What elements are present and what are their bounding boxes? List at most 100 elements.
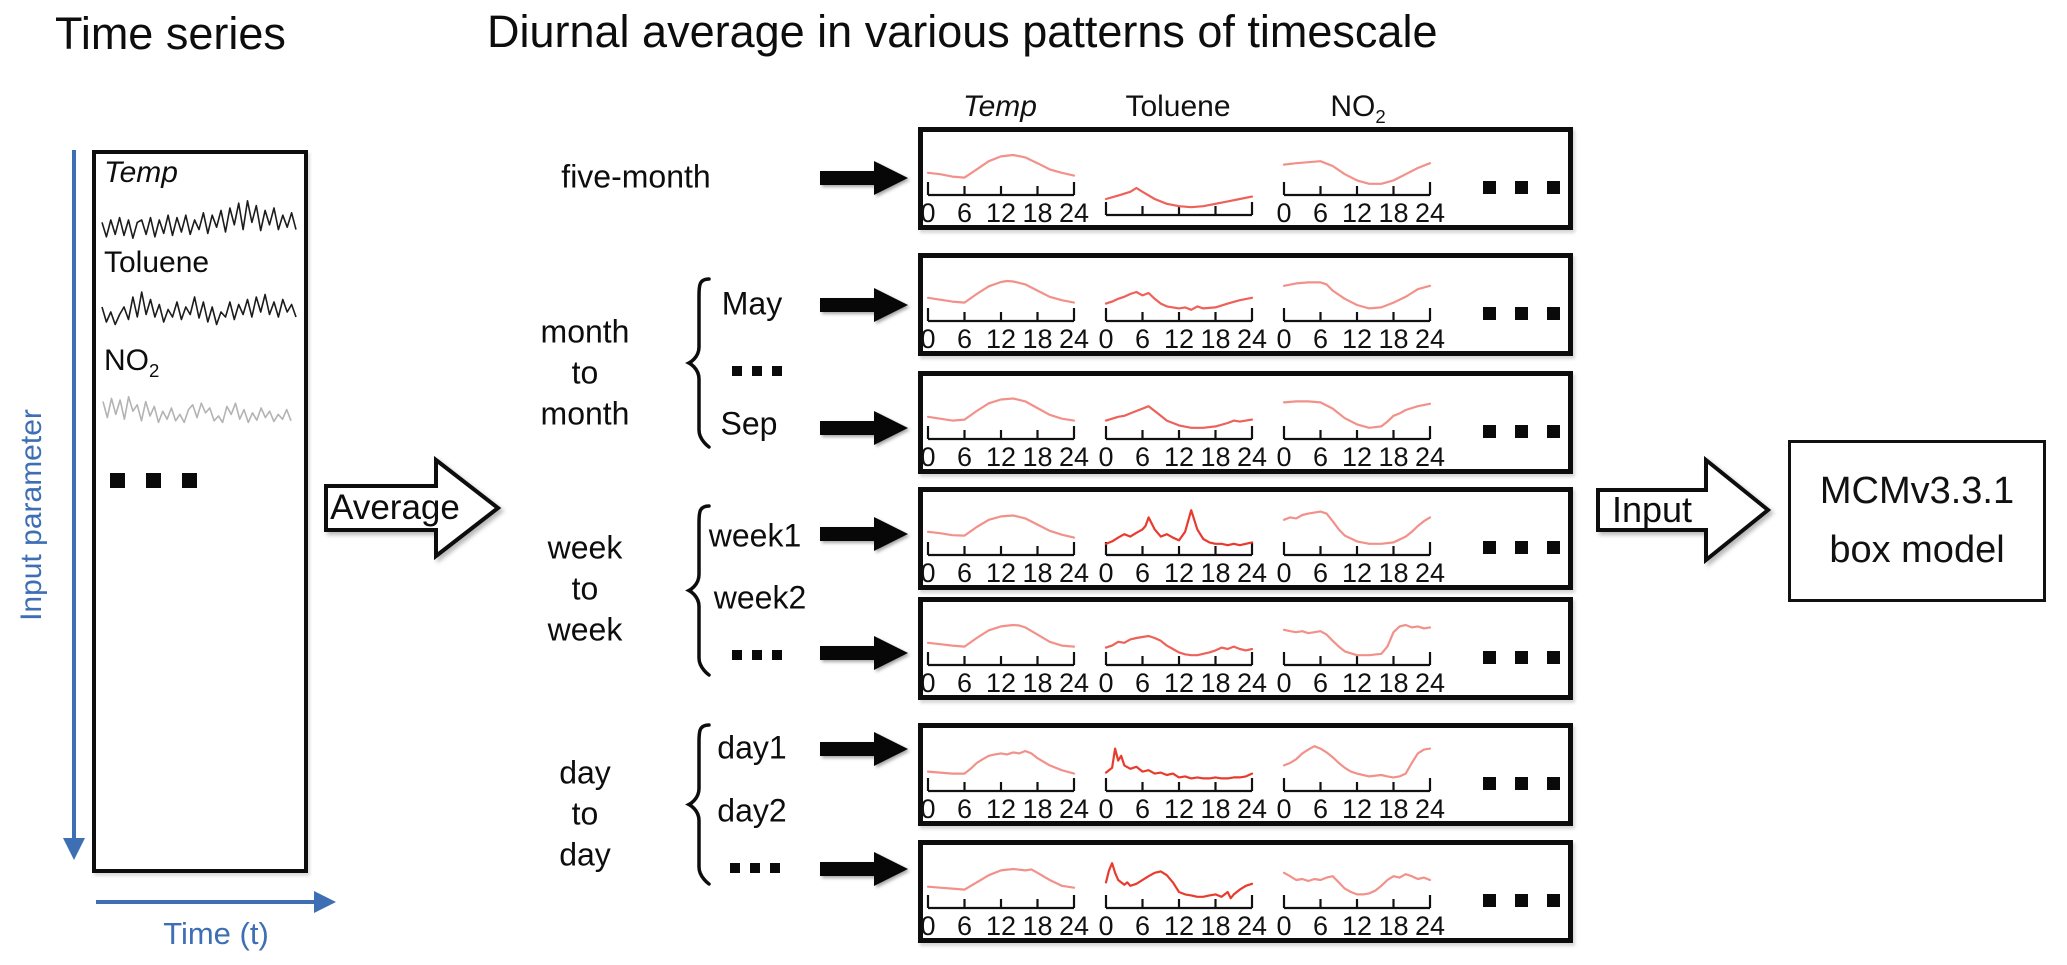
tick-label: 18 xyxy=(1378,794,1408,824)
diurnal-row-box-week-n xyxy=(918,597,1573,700)
ellipsis-dot xyxy=(1514,180,1528,194)
grouping-brace-icon xyxy=(685,504,711,677)
tick-label: 6 xyxy=(1135,911,1150,941)
diurnal-plot-no2-Sep: 0 6 12 18 24 xyxy=(1276,400,1445,472)
tick-label: 18 xyxy=(1022,668,1052,698)
tick-label: 18 xyxy=(1378,558,1408,588)
ellipsis-dot xyxy=(772,366,782,376)
column-header-no2: NO2 xyxy=(1330,90,1385,128)
tick-label: 6 xyxy=(1135,668,1150,698)
timescale-group-label-day-to-day: day to day xyxy=(559,753,611,876)
timescale-group-label-line: day xyxy=(559,836,611,873)
ellipsis-dot xyxy=(1482,893,1496,907)
tick-label: 6 xyxy=(1313,442,1328,472)
average-arrow-shape-icon xyxy=(324,455,502,561)
diurnal-row-box-May xyxy=(918,253,1573,356)
ellipsis-dot xyxy=(732,366,742,376)
tick-label: 18 xyxy=(1200,558,1230,588)
tick-label: 18 xyxy=(1022,324,1052,354)
timescale-group-label-line: month xyxy=(540,395,630,432)
ellipsis-dots xyxy=(1482,650,1560,664)
ellipsis-dot xyxy=(1514,306,1528,320)
tick-label: 18 xyxy=(1200,442,1230,472)
black-arrow-icon xyxy=(820,636,908,670)
ellipsis-dot xyxy=(1514,650,1528,664)
ellipsis-dot xyxy=(1546,306,1560,320)
tick-label: 24 xyxy=(1237,558,1267,588)
tick-label: 24 xyxy=(1237,324,1267,354)
tick-label: 6 xyxy=(1313,668,1328,698)
tick-label: 18 xyxy=(1022,198,1052,228)
diurnal-plot-no2-week1: 0 6 12 18 24 xyxy=(1276,510,1445,588)
ellipsis-dot xyxy=(752,650,762,660)
tick-label: 12 xyxy=(1342,794,1372,824)
tick-label: 0 xyxy=(1276,198,1291,228)
ellipsis-dot xyxy=(1514,776,1528,790)
grouping-brace-icon xyxy=(685,723,711,886)
tick-label: 18 xyxy=(1022,794,1052,824)
average-arrow-label: Average xyxy=(330,488,460,527)
group-entry-label-week1: week1 xyxy=(708,517,802,554)
tick-label: 0 xyxy=(920,198,935,228)
tick-label: 24 xyxy=(1415,668,1445,698)
ellipsis-dot xyxy=(145,472,161,488)
tick-label: 0 xyxy=(920,324,935,354)
tick-label: 0 xyxy=(1098,442,1113,472)
signal-label-no2: NO2 xyxy=(104,344,159,382)
ellipsis-dot xyxy=(1482,180,1496,194)
timescale-group-label-five-month: five-month xyxy=(561,157,710,198)
timescale-group-label-line: week xyxy=(547,529,623,566)
y-axis-arrow-icon xyxy=(63,150,85,860)
black-arrow-icon xyxy=(820,852,908,886)
tick-label: 24 xyxy=(1415,911,1445,941)
tick-label: 6 xyxy=(1135,794,1150,824)
signal-waveform-no2 xyxy=(102,396,292,424)
ellipsis-dot xyxy=(1482,650,1496,664)
tick-label: 0 xyxy=(1098,668,1113,698)
tick-label: 24 xyxy=(1059,911,1089,941)
tick-label: 24 xyxy=(1059,324,1089,354)
tick-label: 0 xyxy=(920,442,935,472)
group-entry-label-May: May xyxy=(721,285,783,322)
tick-label: 6 xyxy=(1313,911,1328,941)
tick-label: 6 xyxy=(1313,324,1328,354)
diurnal-plot-temp-May: 0 6 12 18 24 xyxy=(920,279,1089,354)
tick-label: 12 xyxy=(986,668,1016,698)
ellipsis-dot xyxy=(1546,893,1560,907)
tick-label: 0 xyxy=(1276,558,1291,588)
black-arrow-icon xyxy=(820,288,908,322)
ellipsis-dots xyxy=(1482,306,1560,320)
tick-label: 12 xyxy=(1342,668,1372,698)
signal-label-sub: 2 xyxy=(149,360,160,381)
ellipsis-dot xyxy=(1514,540,1528,554)
ellipsis-dot xyxy=(732,650,742,660)
tick-label: 12 xyxy=(1342,324,1372,354)
tick-label: 12 xyxy=(1164,794,1194,824)
tick-label: 0 xyxy=(1098,324,1113,354)
tick-label: 24 xyxy=(1237,442,1267,472)
tick-label: 6 xyxy=(957,794,972,824)
tick-label: 6 xyxy=(1135,558,1150,588)
tick-label: 6 xyxy=(1135,324,1150,354)
tick-label: 0 xyxy=(1098,794,1113,824)
input-arrow: Input xyxy=(1596,450,1776,577)
average-arrow: Average xyxy=(324,452,508,571)
diurnal-plot-no2-May: 0 6 12 18 24 xyxy=(1276,281,1445,354)
tick-label: 18 xyxy=(1378,668,1408,698)
diurnal-plot-temp-day1: 0 6 12 18 24 xyxy=(920,749,1089,824)
left-section-title: Time series xyxy=(55,8,286,59)
tick-label: 24 xyxy=(1237,911,1267,941)
black-arrow-icon xyxy=(820,732,908,766)
tick-label: 12 xyxy=(1164,442,1194,472)
diurnal-row-box-day1 xyxy=(918,723,1573,826)
ellipsis-dot xyxy=(730,863,740,873)
tick-label: 24 xyxy=(1415,442,1445,472)
ellipsis-dots xyxy=(732,366,782,376)
diurnal-plot-toluene-day-n: 0 6 12 18 24 xyxy=(1098,862,1267,941)
tick-label: 12 xyxy=(986,794,1016,824)
tick-label: 12 xyxy=(1164,324,1194,354)
ellipsis-dot xyxy=(181,472,197,488)
ellipsis-dot xyxy=(770,863,780,873)
model-box-line2: box model xyxy=(1829,529,2005,571)
ellipsis-dot xyxy=(1482,424,1496,438)
